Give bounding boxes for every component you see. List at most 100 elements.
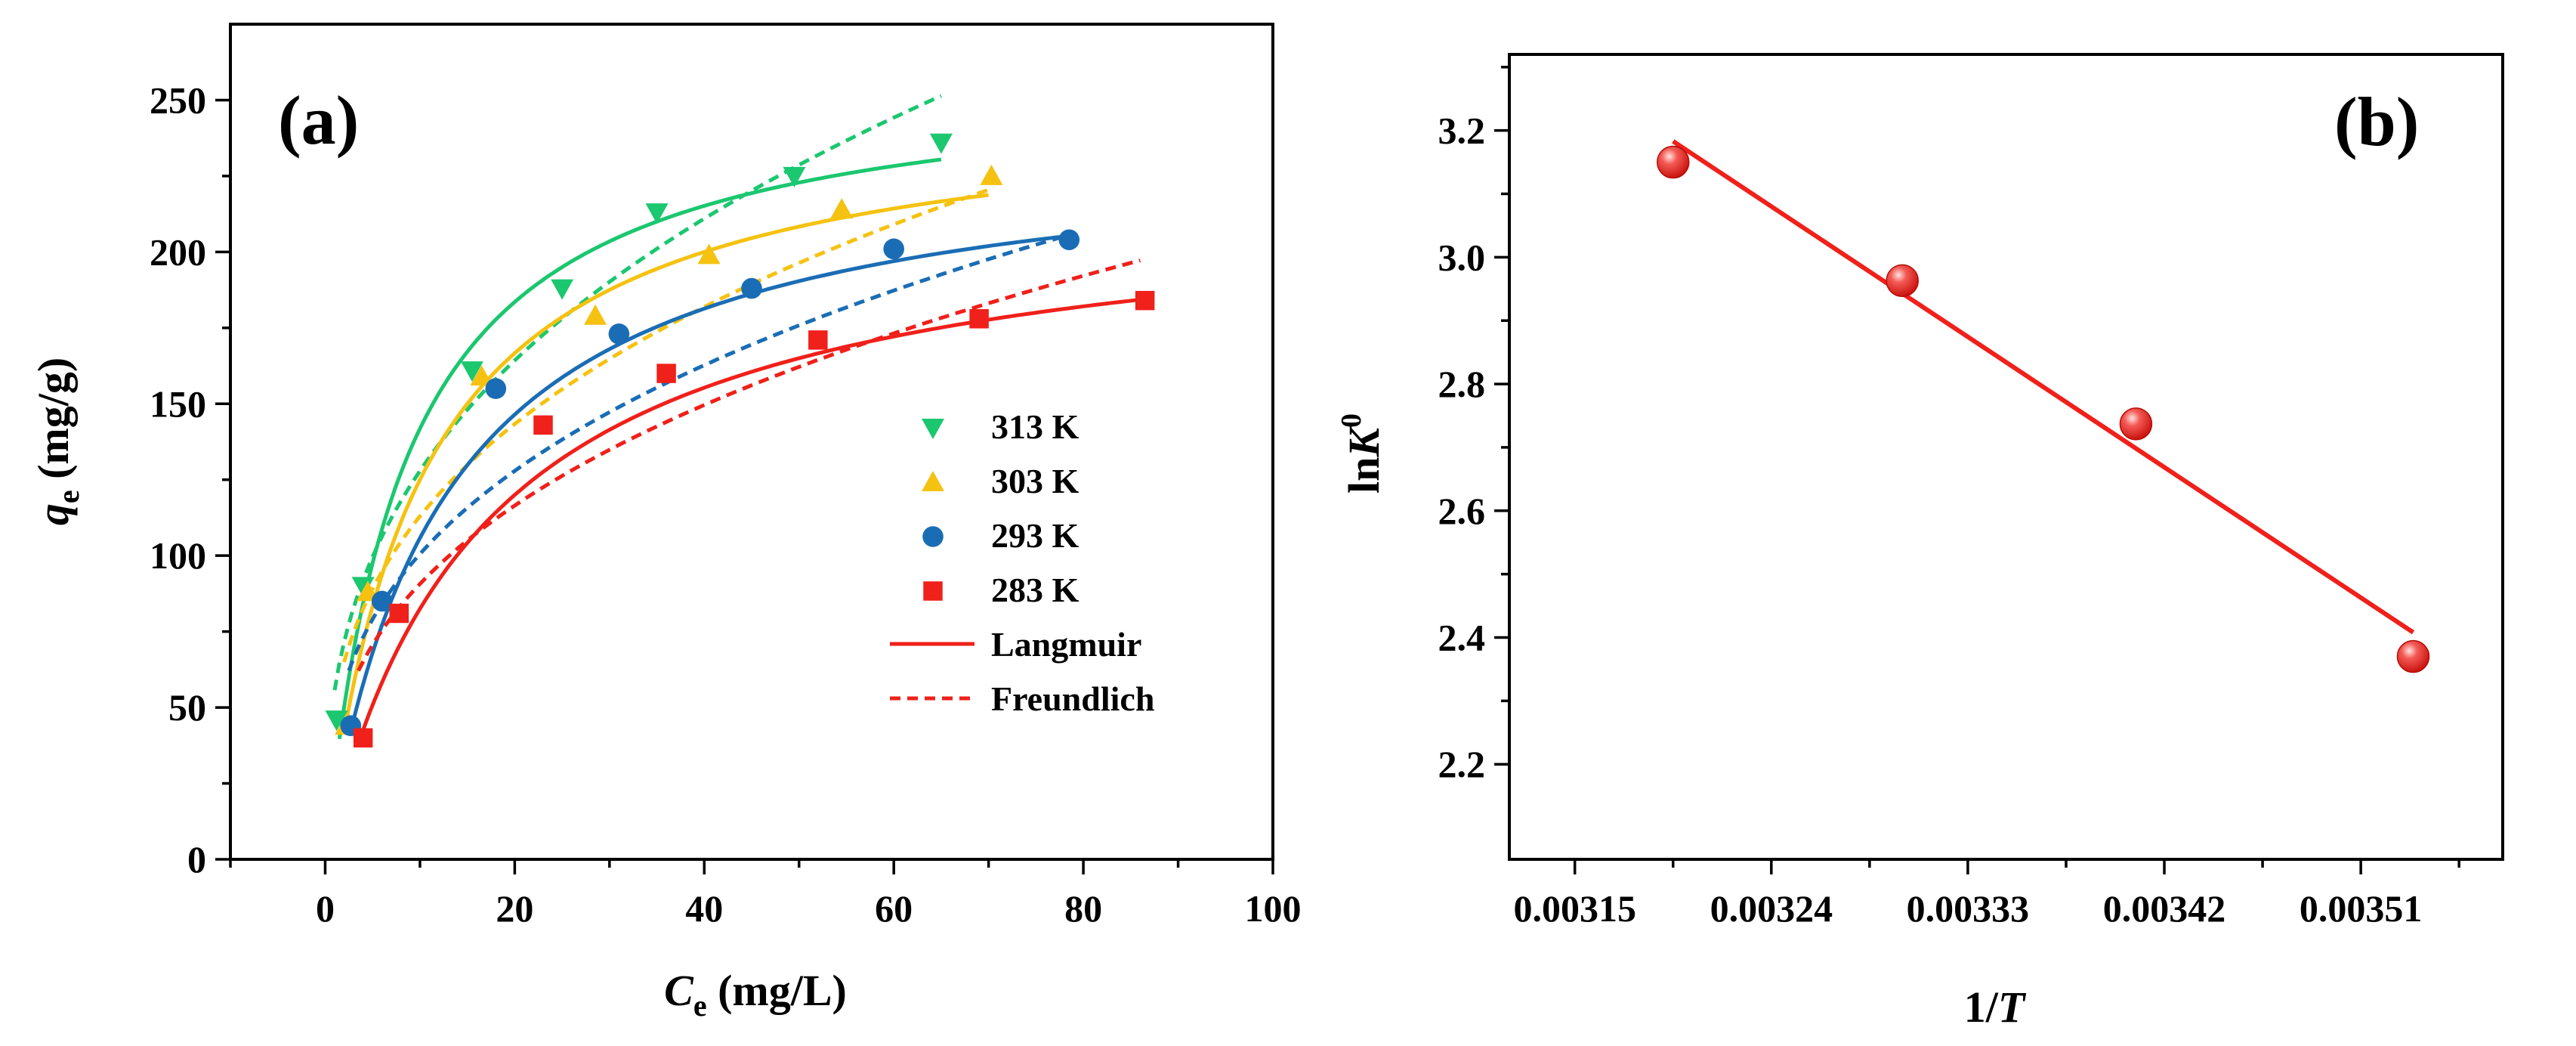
data-point-303k	[830, 198, 854, 219]
panel-a-x-title-main: C	[664, 966, 694, 1015]
panel-a-y-tick-label: 150	[150, 382, 206, 425]
panel-b-y-tick-label: 2.4	[1438, 616, 1486, 658]
legend-marker-283k	[923, 581, 943, 601]
panel-a-x-title-unit: (mg/L)	[707, 966, 847, 1015]
data-point-313k	[645, 203, 669, 224]
panel-b-x-title-italic: T	[1998, 983, 2027, 1032]
data-point-293k	[485, 378, 507, 399]
panel-a-chart: 0 20 40 60 80 100 0 50 100 150 200 250 (a) Ce (mg/L…	[29, 23, 1302, 1023]
legend-label-313k: 313 K	[991, 407, 1080, 446]
langmuir-curve-293k	[348, 234, 1065, 732]
panel-b-x-tick-label: 0.00315	[1513, 887, 1636, 930]
panel-a-y-tick-label: 50	[168, 686, 206, 729]
panel-b-y-title-italic: K	[1339, 426, 1388, 458]
panel-a-y-title-main: q	[29, 503, 78, 525]
panel-b-x-tick-label: 0.00342	[2103, 887, 2226, 930]
langmuir-curve-283k	[357, 298, 1141, 744]
linear-fit-line	[1672, 139, 2415, 635]
data-point-283k	[533, 415, 553, 435]
panel-b-x-axis-title: 1/T	[1964, 983, 2027, 1032]
data-point-313k	[783, 166, 806, 187]
data-point-303k	[470, 365, 493, 386]
panel-b-y-title-main: ln	[1339, 457, 1388, 494]
lnk0-data-point	[1657, 145, 1690, 179]
panel-a-x-title-sub: e	[693, 989, 707, 1023]
panel-a-y-tick-label: 250	[150, 79, 206, 121]
panel-b-label: (b)	[2334, 83, 2419, 160]
panel-a-x-tick-label: 100	[1245, 887, 1302, 930]
panel-a-y-tick-label: 200	[150, 231, 206, 273]
panel-a-legend: 313 K 303 K 293 K 283 K Langmuir Freundl…	[890, 407, 1154, 718]
lnk0-data-point	[2119, 407, 2153, 441]
data-point-293k	[608, 323, 630, 345]
panel-a-y-tick-label: 0	[187, 838, 206, 880]
freundlich-curve-283k	[357, 258, 1141, 672]
legend-label-freundlich: Freundlich	[991, 679, 1154, 718]
panel-b-y-axis-title: lnK0	[1336, 413, 1388, 494]
legend-marker-313k	[922, 419, 944, 439]
panel-b-x-tick-label: 0.00324	[1710, 887, 1833, 930]
panel-b-axes: 0.00315 0.00324 0.00333 0.00342 0.00351 2.2 2.…	[1438, 66, 2460, 930]
legend-label-293k: 293 K	[991, 516, 1080, 555]
panel-a-label: (a)	[278, 82, 359, 159]
data-point-293k	[741, 277, 762, 299]
panel-a-x-axis-title: Ce (mg/L)	[664, 966, 847, 1023]
legend-item-293k: 293 K	[922, 516, 1080, 555]
data-point-303k	[980, 164, 1003, 185]
legend-marker-303k	[922, 471, 944, 491]
data-point-283k	[808, 330, 828, 350]
data-point-283k	[353, 728, 373, 748]
panel-b-x-title-main: 1/	[1964, 983, 1999, 1032]
panel-a-y-title-unit: (mg/g)	[29, 357, 78, 491]
freundlich-curve-303k	[342, 187, 990, 663]
data-point-293k	[371, 590, 393, 612]
lnk0-data-point	[2396, 639, 2430, 673]
panel-a-x-tick-label: 0	[316, 887, 335, 930]
panel-a-x-tick-label: 20	[496, 887, 533, 930]
data-point-313k	[325, 710, 348, 732]
panel-a-fit-curves	[332, 94, 1141, 744]
legend-label-langmuir: Langmuir	[991, 625, 1141, 664]
panel-b-y-tick-label: 2.2	[1438, 743, 1486, 785]
panel-a-frame	[229, 23, 1274, 861]
legend-marker-293k	[922, 526, 944, 547]
panel-b-fit-line	[1672, 139, 2415, 635]
panel-a-axes: 0 20 40 60 80 100 0 50 100 150 200 250	[150, 79, 1302, 930]
data-point-283k	[656, 364, 676, 383]
panel-a-x-tick-label: 80	[1064, 887, 1102, 930]
panel-a-y-title-sub: e	[51, 490, 85, 503]
panel-a-y-tick-label: 100	[150, 534, 206, 577]
langmuir-curve-313k	[337, 157, 942, 739]
data-point-313k	[460, 361, 483, 382]
data-point-313k	[351, 577, 375, 598]
panel-b-y-tick-label: 3.2	[1438, 110, 1486, 152]
panel-a-x-tick-label: 60	[875, 887, 913, 930]
legend-label-303k: 303 K	[991, 462, 1080, 500]
panel-b-y-tick-label: 3.0	[1438, 236, 1486, 278]
panel-b-data-points	[1657, 145, 2430, 673]
panel-b-y-tick-label: 2.6	[1438, 490, 1486, 532]
legend-item-303k: 303 K	[922, 462, 1080, 500]
panel-b-y-tick-label: 2.8	[1438, 363, 1486, 405]
panel-b-x-tick-label: 0.00333	[1907, 887, 2030, 930]
data-point-283k	[389, 603, 409, 624]
panel-b-y-title-sup: 0	[1336, 413, 1367, 428]
legend-item-283k: 283 K	[923, 571, 1080, 609]
legend-item-313k: 313 K	[922, 407, 1080, 446]
panel-a-y-axis-title: qe (mg/g)	[29, 357, 85, 525]
panel-a-data-points	[325, 133, 1155, 748]
data-point-303k	[697, 243, 721, 265]
lnk0-data-point	[1886, 264, 1919, 298]
data-point-293k	[1058, 229, 1080, 251]
panel-b-chart: 0.00315 0.00324 0.00333 0.00342 0.00351 2.2 2.…	[1336, 53, 2504, 1032]
langmuir-curve-303k	[344, 193, 989, 723]
data-point-313k	[551, 279, 574, 300]
freundlich-curve-293k	[347, 234, 1065, 672]
legend-label-283k: 283 K	[991, 571, 1080, 609]
data-point-303k	[584, 304, 607, 325]
panel-b-x-tick-label: 0.00351	[2300, 887, 2423, 930]
panel-a-x-tick-label: 40	[685, 887, 723, 930]
data-point-313k	[929, 133, 953, 154]
data-point-283k	[1135, 290, 1155, 311]
